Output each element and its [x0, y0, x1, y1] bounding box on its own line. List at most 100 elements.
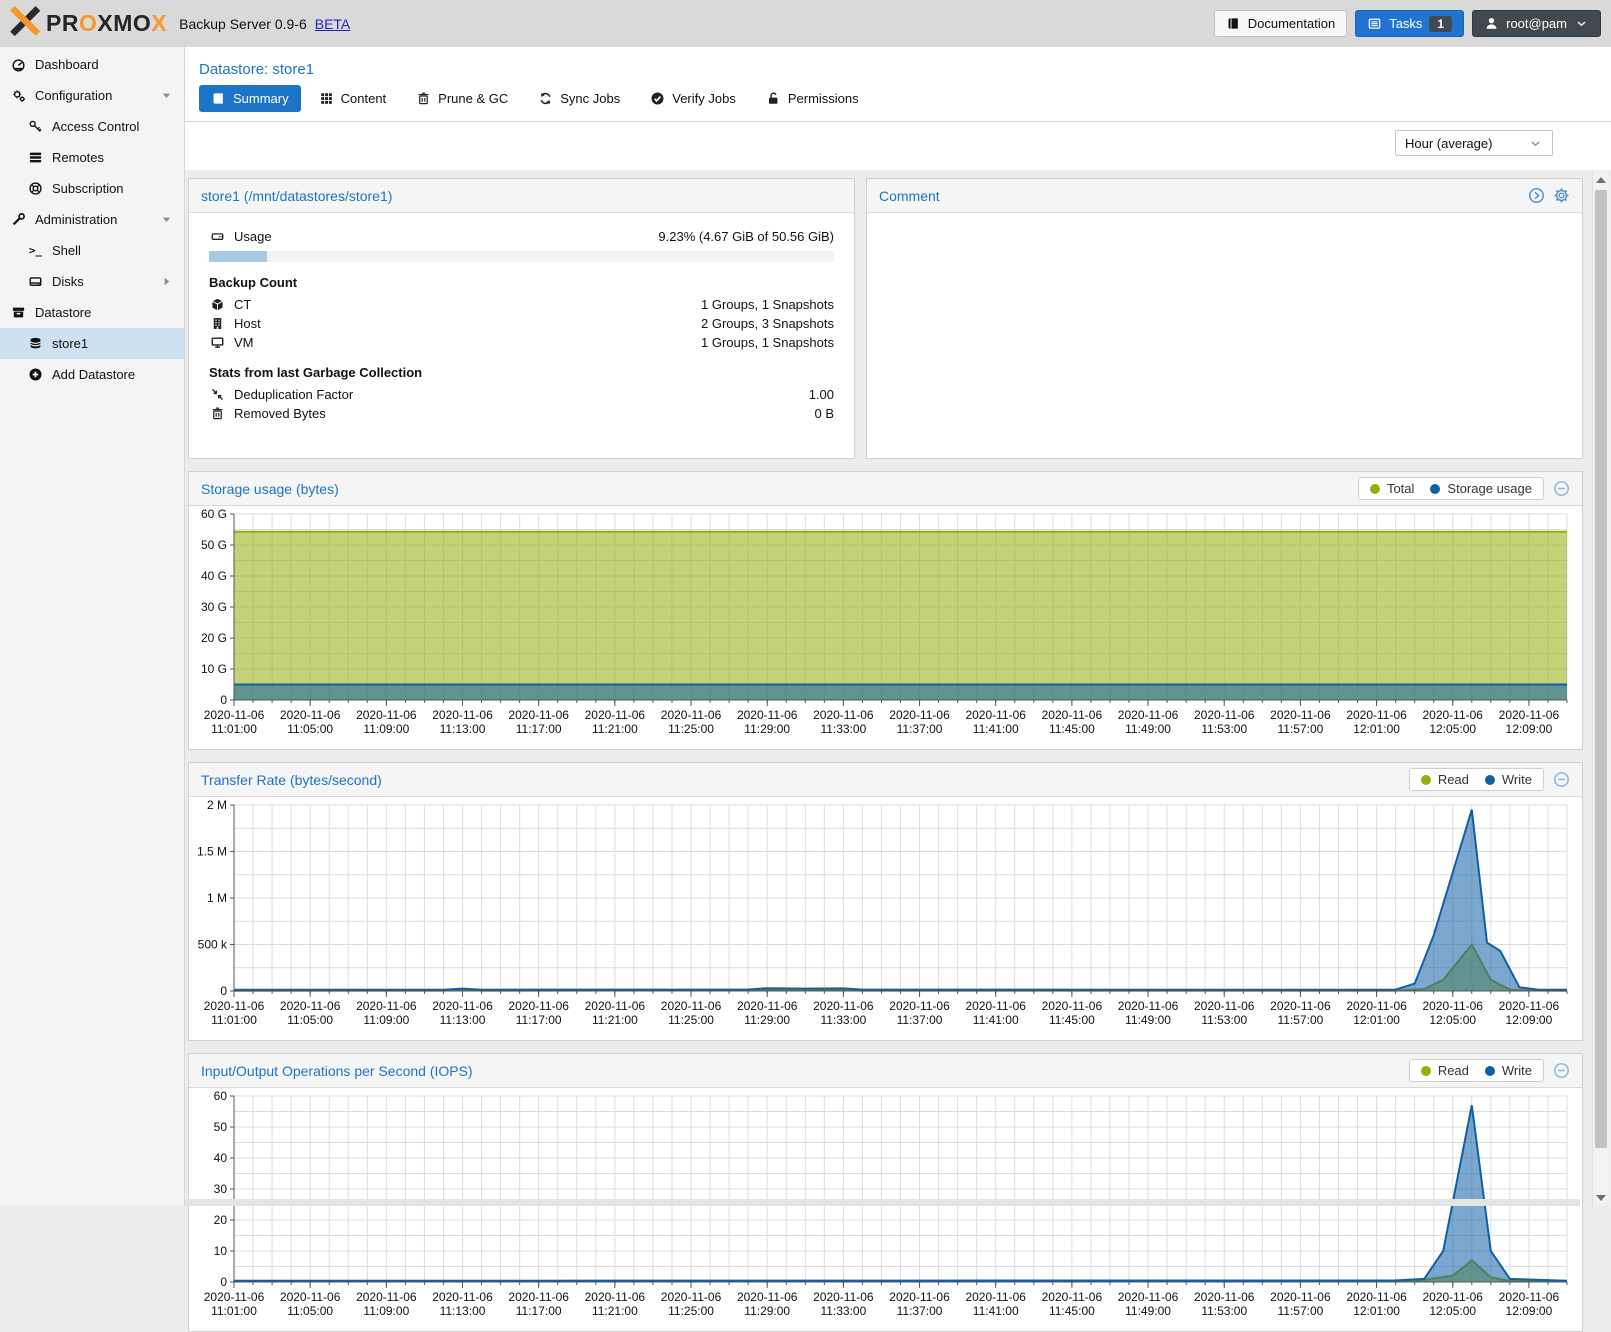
svg-text:500 k: 500 k	[198, 938, 228, 952]
svg-text:12:05:00: 12:05:00	[1429, 1304, 1476, 1318]
sidebar-item-add-datastore[interactable]: Add Datastore	[0, 359, 184, 390]
user-icon	[1484, 16, 1499, 31]
scrollbar-thumb[interactable]	[1595, 190, 1607, 1148]
tab-sync-jobs[interactable]: Sync Jobs	[526, 85, 632, 112]
svg-text:11:33:00: 11:33:00	[820, 722, 866, 736]
svg-text:2020-11-06: 2020-11-06	[585, 1290, 646, 1304]
wrench-icon	[10, 212, 27, 227]
tab-permissions[interactable]: Permissions	[754, 85, 871, 112]
product-name: Backup Server 0.9-6	[179, 16, 307, 32]
svg-text:2020-11-06: 2020-11-06	[737, 999, 798, 1013]
horizontal-scrollbar[interactable]	[185, 1199, 1580, 1206]
legend-write[interactable]: Write	[1485, 1063, 1532, 1078]
svg-text:30: 30	[214, 1182, 228, 1196]
sidebar-item-store1[interactable]: store1	[0, 328, 184, 359]
documentation-button[interactable]: Documentation	[1214, 10, 1347, 37]
beta-link[interactable]: BETA	[315, 16, 351, 32]
trash-icon	[416, 91, 431, 106]
svg-text:11:57:00: 11:57:00	[1277, 1304, 1323, 1318]
expand-comment-icon[interactable]	[1528, 187, 1545, 204]
svg-text:2020-11-06: 2020-11-06	[1270, 999, 1331, 1013]
usage-progress-bar	[209, 251, 834, 262]
svg-text:11:01:00: 11:01:00	[211, 1304, 257, 1318]
sidebar-item-subscription[interactable]: Subscription	[0, 173, 184, 204]
svg-text:2020-11-06: 2020-11-06	[1422, 1290, 1483, 1304]
proxmox-x-icon	[10, 6, 40, 41]
legend-total[interactable]: Total	[1370, 481, 1414, 496]
svg-text:11:37:00: 11:37:00	[897, 1013, 943, 1027]
svg-text:2020-11-06: 2020-11-06	[432, 708, 493, 722]
collapse-chart-icon[interactable]	[1553, 1062, 1570, 1079]
svg-text:20 G: 20 G	[201, 631, 227, 645]
svg-text:2020-11-06: 2020-11-06	[1499, 1290, 1560, 1304]
svg-text:2020-11-06: 2020-11-06	[1194, 708, 1255, 722]
sidebar-item-remotes[interactable]: Remotes	[0, 142, 184, 173]
svg-text:2020-11-06: 2020-11-06	[204, 999, 265, 1013]
svg-text:2020-11-06: 2020-11-06	[965, 1290, 1026, 1304]
sidebar-item-shell[interactable]: >_Shell	[0, 235, 184, 266]
svg-text:40 G: 40 G	[201, 569, 227, 583]
server-list-icon	[27, 150, 44, 165]
database-icon	[27, 336, 44, 351]
comment-body[interactable]	[867, 213, 1582, 458]
svg-text:11:21:00: 11:21:00	[592, 722, 638, 736]
svg-text:11:13:00: 11:13:00	[440, 722, 486, 736]
app-header: PROXMOX Backup Server 0.9-6 BETA Documen…	[0, 0, 1611, 47]
tab-content[interactable]: Content	[307, 85, 399, 112]
tab-prune-gc[interactable]: Prune & GC	[404, 85, 520, 112]
svg-text:2020-11-06: 2020-11-06	[1118, 1290, 1179, 1304]
svg-text:11:33:00: 11:33:00	[820, 1304, 866, 1318]
sidebar-item-datastore[interactable]: Datastore	[0, 297, 184, 328]
svg-text:11:01:00: 11:01:00	[211, 722, 257, 736]
sidebar-item-disks[interactable]: Disks	[0, 266, 184, 297]
gear-icon[interactable]	[1553, 187, 1570, 204]
timeframe-select[interactable]: Hour (average)	[1395, 130, 1553, 156]
svg-text:11:09:00: 11:09:00	[363, 722, 409, 736]
chart-title: Input/Output Operations per Second (IOPS…	[201, 1063, 473, 1079]
tasks-button[interactable]: Tasks 1	[1355, 10, 1464, 37]
vertical-scrollbar[interactable]	[1592, 171, 1609, 1206]
legend-read[interactable]: Read	[1421, 772, 1469, 787]
svg-text:11:09:00: 11:09:00	[363, 1304, 409, 1318]
legend-write[interactable]: Write	[1485, 772, 1532, 787]
svg-text:12:09:00: 12:09:00	[1506, 722, 1553, 736]
legend-dot	[1485, 775, 1495, 785]
svg-text:11:41:00: 11:41:00	[973, 1013, 1019, 1027]
svg-text:11:37:00: 11:37:00	[897, 722, 943, 736]
grid-icon	[319, 91, 334, 106]
svg-text:2020-11-06: 2020-11-06	[508, 1290, 569, 1304]
sidebar-item-configuration[interactable]: Configuration	[0, 80, 184, 111]
svg-text:2020-11-06: 2020-11-06	[356, 1290, 417, 1304]
comment-panel-title: Comment	[879, 188, 940, 204]
svg-text:2020-11-06: 2020-11-06	[585, 999, 646, 1013]
scroll-down-button[interactable]	[1593, 1189, 1609, 1206]
svg-text:11:29:00: 11:29:00	[744, 722, 790, 736]
collapse-chart-icon[interactable]	[1553, 480, 1570, 497]
caret-right-icon[interactable]	[159, 274, 174, 289]
sidebar-item-dashboard[interactable]: Dashboard	[0, 49, 184, 80]
user-menu-button[interactable]: root@pam	[1472, 10, 1601, 37]
tab-verify-jobs[interactable]: Verify Jobs	[638, 85, 748, 112]
legend-read[interactable]: Read	[1421, 1063, 1469, 1078]
svg-text:11:33:00: 11:33:00	[820, 1013, 866, 1027]
tab-summary[interactable]: Summary	[199, 85, 301, 112]
scroll-up-button[interactable]	[1593, 171, 1609, 188]
legend-storage-usage[interactable]: Storage usage	[1430, 481, 1532, 496]
svg-text:1 M: 1 M	[207, 891, 227, 905]
caret-down-icon[interactable]	[159, 212, 174, 227]
svg-text:12:09:00: 12:09:00	[1506, 1013, 1553, 1027]
svg-text:2020-11-06: 2020-11-06	[508, 708, 569, 722]
svg-text:11:49:00: 11:49:00	[1125, 1304, 1171, 1318]
svg-text:11:17:00: 11:17:00	[516, 722, 562, 736]
chart-title: Transfer Rate (bytes/second)	[201, 772, 382, 788]
svg-text:12:05:00: 12:05:00	[1429, 1013, 1476, 1027]
collapse-chart-icon[interactable]	[1553, 771, 1570, 788]
gears-icon	[10, 88, 27, 103]
caret-down-icon[interactable]	[159, 88, 174, 103]
sidebar-item-access-control[interactable]: Access Control	[0, 111, 184, 142]
svg-text:2020-11-06: 2020-11-06	[1499, 999, 1560, 1013]
svg-text:2020-11-06: 2020-11-06	[965, 999, 1026, 1013]
sidebar-item-administration[interactable]: Administration	[0, 204, 184, 235]
